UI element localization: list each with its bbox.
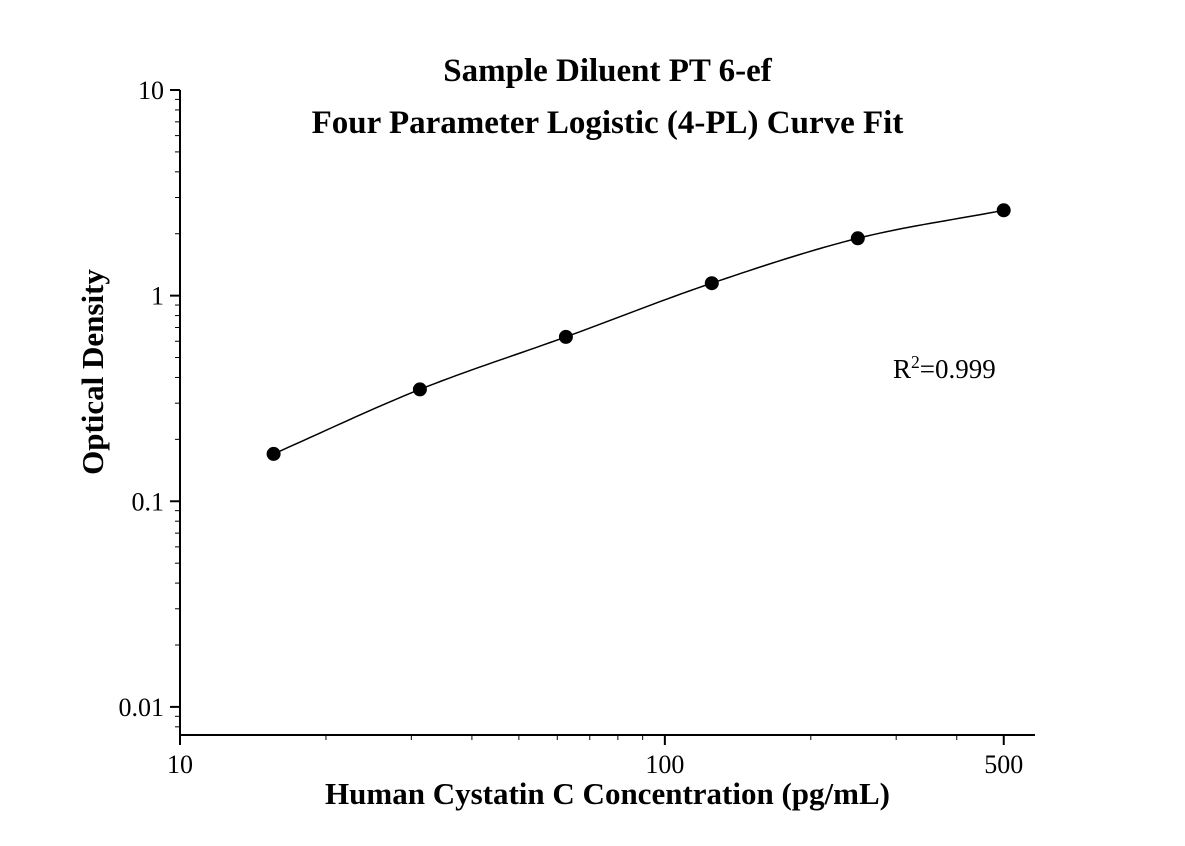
data-point xyxy=(850,231,865,246)
x-tick-label: 500 xyxy=(984,750,1023,779)
r-squared-prefix: R xyxy=(893,354,912,384)
x-axis-label: Human Cystatin C Concentration (pg/mL) xyxy=(325,776,890,811)
data-point xyxy=(704,276,719,291)
x-tick-label: 10 xyxy=(167,750,193,779)
data-point xyxy=(558,329,573,344)
y-tick-label: 0.01 xyxy=(119,693,165,722)
fit-curve xyxy=(273,209,1004,455)
x-tick-label: 100 xyxy=(645,750,684,779)
r-squared-exponent: 2 xyxy=(911,352,920,372)
chart-title-line1: Sample Diluent PT 6-ef xyxy=(443,53,772,89)
chart-title-line2: Four Parameter Logistic (4-PL) Curve Fit xyxy=(311,105,904,141)
r-squared-annotation: R2=0.999 xyxy=(893,352,996,385)
y-tick-label: 10 xyxy=(138,76,164,105)
data-point xyxy=(266,446,281,461)
y-tick-label: 1 xyxy=(151,282,164,311)
data-point xyxy=(412,382,427,397)
r-squared-value: =0.999 xyxy=(919,354,996,384)
y-tick-label: 0.1 xyxy=(132,487,165,516)
data-point xyxy=(996,203,1011,218)
